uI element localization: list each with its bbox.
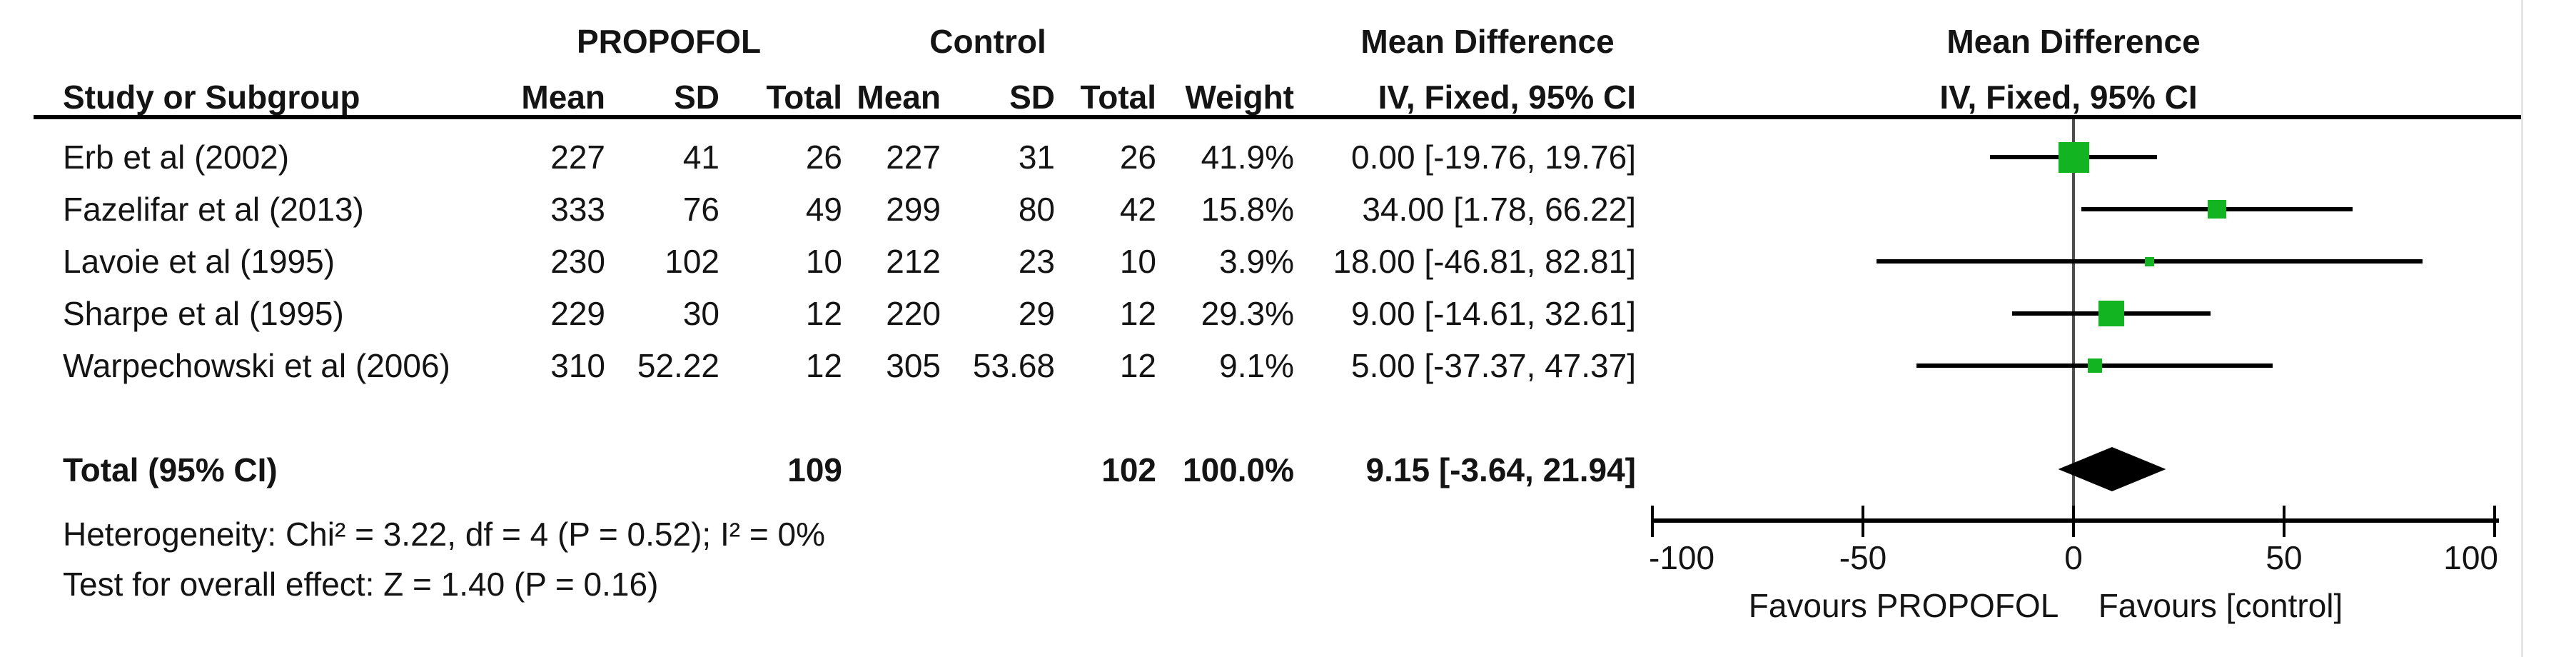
cell-c_sd: 31: [1018, 139, 1055, 176]
cell-ci_text: 34.00 [1.78, 66.22]: [1362, 191, 1636, 228]
cell-e_mean: 229: [550, 295, 605, 332]
cell-c_mean: 299: [886, 191, 941, 228]
cell-c_total: 12: [1119, 295, 1156, 332]
cell-weight: 9.1%: [1219, 347, 1294, 384]
total-row-ctl-total: 102: [1101, 451, 1156, 488]
axis-tick: [1651, 506, 1654, 537]
header-rule: [34, 115, 2523, 119]
total-row-label: Total (95% CI): [63, 451, 278, 488]
col-header-ctl-mean: Mean: [857, 79, 941, 116]
cell-c_mean: 212: [886, 243, 941, 280]
col-header-exp-total: Total: [766, 79, 842, 116]
total-row-weight: 100.0%: [1182, 451, 1294, 488]
study-name: Fazelifar et al (2013): [63, 191, 364, 228]
cell-e_mean: 333: [550, 191, 605, 228]
col-header-iv-plot: IV, Fixed, 95% CI: [1939, 79, 2198, 116]
x-axis-line: [1651, 518, 2499, 523]
cell-c_mean: 220: [886, 295, 941, 332]
cell-ci_text: 5.00 [-37.37, 47.37]: [1351, 347, 1636, 384]
cell-weight: 3.9%: [1219, 243, 1294, 280]
col-header-exp-sd: SD: [674, 79, 719, 116]
cell-c_sd: 53.68: [972, 347, 1055, 384]
study-name: Sharpe et al (1995): [63, 295, 344, 332]
cell-e_sd: 41: [682, 139, 719, 176]
axis-tick: [2072, 506, 2075, 537]
group-header-experimental: PROPOFOL: [576, 23, 762, 60]
cell-weight: 15.8%: [1201, 191, 1294, 228]
effect-square: [2087, 358, 2102, 373]
cell-c_sd: 80: [1018, 191, 1055, 228]
cell-ci_text: 9.00 [-14.61, 32.61]: [1351, 295, 1636, 332]
axis-tick-label: 50: [2266, 539, 2303, 576]
study-name: Warpechowski et al (2006): [63, 347, 450, 384]
col-header-iv-table: IV, Fixed, 95% CI: [1378, 79, 1636, 116]
cell-c_total: 10: [1119, 243, 1156, 280]
cell-e_mean: 230: [550, 243, 605, 280]
cell-c_sd: 29: [1018, 295, 1055, 332]
overall-effect-stat: Test for overall effect: Z = 1.40 (P = 0…: [63, 566, 659, 603]
axis-tick: [2493, 506, 2496, 537]
group-header-control: Control: [929, 23, 1046, 60]
cell-e_total: 10: [805, 243, 842, 280]
effect-square: [2144, 256, 2154, 266]
cell-c_mean: 227: [886, 139, 941, 176]
col-header-weight: Weight: [1185, 79, 1294, 116]
axis-tick: [2283, 506, 2285, 537]
cell-weight: 29.3%: [1201, 295, 1294, 332]
cell-c_total: 12: [1119, 347, 1156, 384]
cell-ci_text: 0.00 [-19.76, 19.76]: [1351, 139, 1636, 176]
axis-tick-label: 0: [2064, 539, 2083, 576]
figure-right-edge: [2521, 0, 2523, 657]
cell-e_total: 12: [805, 347, 842, 384]
total-row-exp-total: 109: [787, 451, 842, 488]
cell-e_total: 49: [805, 191, 842, 228]
axis-tick: [1862, 506, 1864, 537]
group-header-mean-difference-plot: Mean Difference: [1946, 23, 2201, 60]
cell-c_total: 42: [1119, 191, 1156, 228]
heterogeneity-stat: Heterogeneity: Chi² = 3.22, df = 4 (P = …: [63, 516, 825, 553]
study-name: Erb et al (2002): [63, 139, 290, 176]
cell-ci_text: 18.00 [-46.81, 82.81]: [1333, 243, 1636, 280]
study-name: Lavoie et al (1995): [63, 243, 335, 280]
cell-e_total: 26: [805, 139, 842, 176]
cell-e_total: 12: [805, 295, 842, 332]
axis-tick-label: 100: [2443, 539, 2498, 576]
favours-right-label: Favours [control]: [2098, 587, 2343, 624]
col-header-ctl-total: Total: [1080, 79, 1156, 116]
axis-tick-label: -50: [1839, 539, 1887, 576]
cell-c_sd: 23: [1018, 243, 1055, 280]
cell-e_sd: 76: [682, 191, 719, 228]
cell-c_total: 26: [1119, 139, 1156, 176]
cell-e_mean: 227: [550, 139, 605, 176]
cell-e_sd: 52.22: [637, 347, 719, 384]
axis-tick-label: -100: [1649, 539, 1715, 576]
zero-reference-line: [2072, 119, 2075, 523]
effect-square: [2058, 141, 2089, 173]
col-header-exp-mean: Mean: [521, 79, 605, 116]
col-header-ctl-sd: SD: [1009, 79, 1055, 116]
effect-square: [2098, 301, 2125, 326]
col-header-study: Study or Subgroup: [63, 79, 360, 116]
cell-e_sd: 30: [682, 295, 719, 332]
cell-weight: 41.9%: [1201, 139, 1294, 176]
cell-c_mean: 305: [886, 347, 941, 384]
group-header-mean-difference-table: Mean Difference: [1360, 23, 1615, 60]
cell-e_sd: 102: [665, 243, 719, 280]
effect-square: [2207, 200, 2226, 219]
favours-left-label: Favours PROPOFOL: [1748, 587, 2059, 624]
cell-e_mean: 310: [550, 347, 605, 384]
total-row-ci: 9.15 [-3.64, 21.94]: [1365, 451, 1636, 488]
